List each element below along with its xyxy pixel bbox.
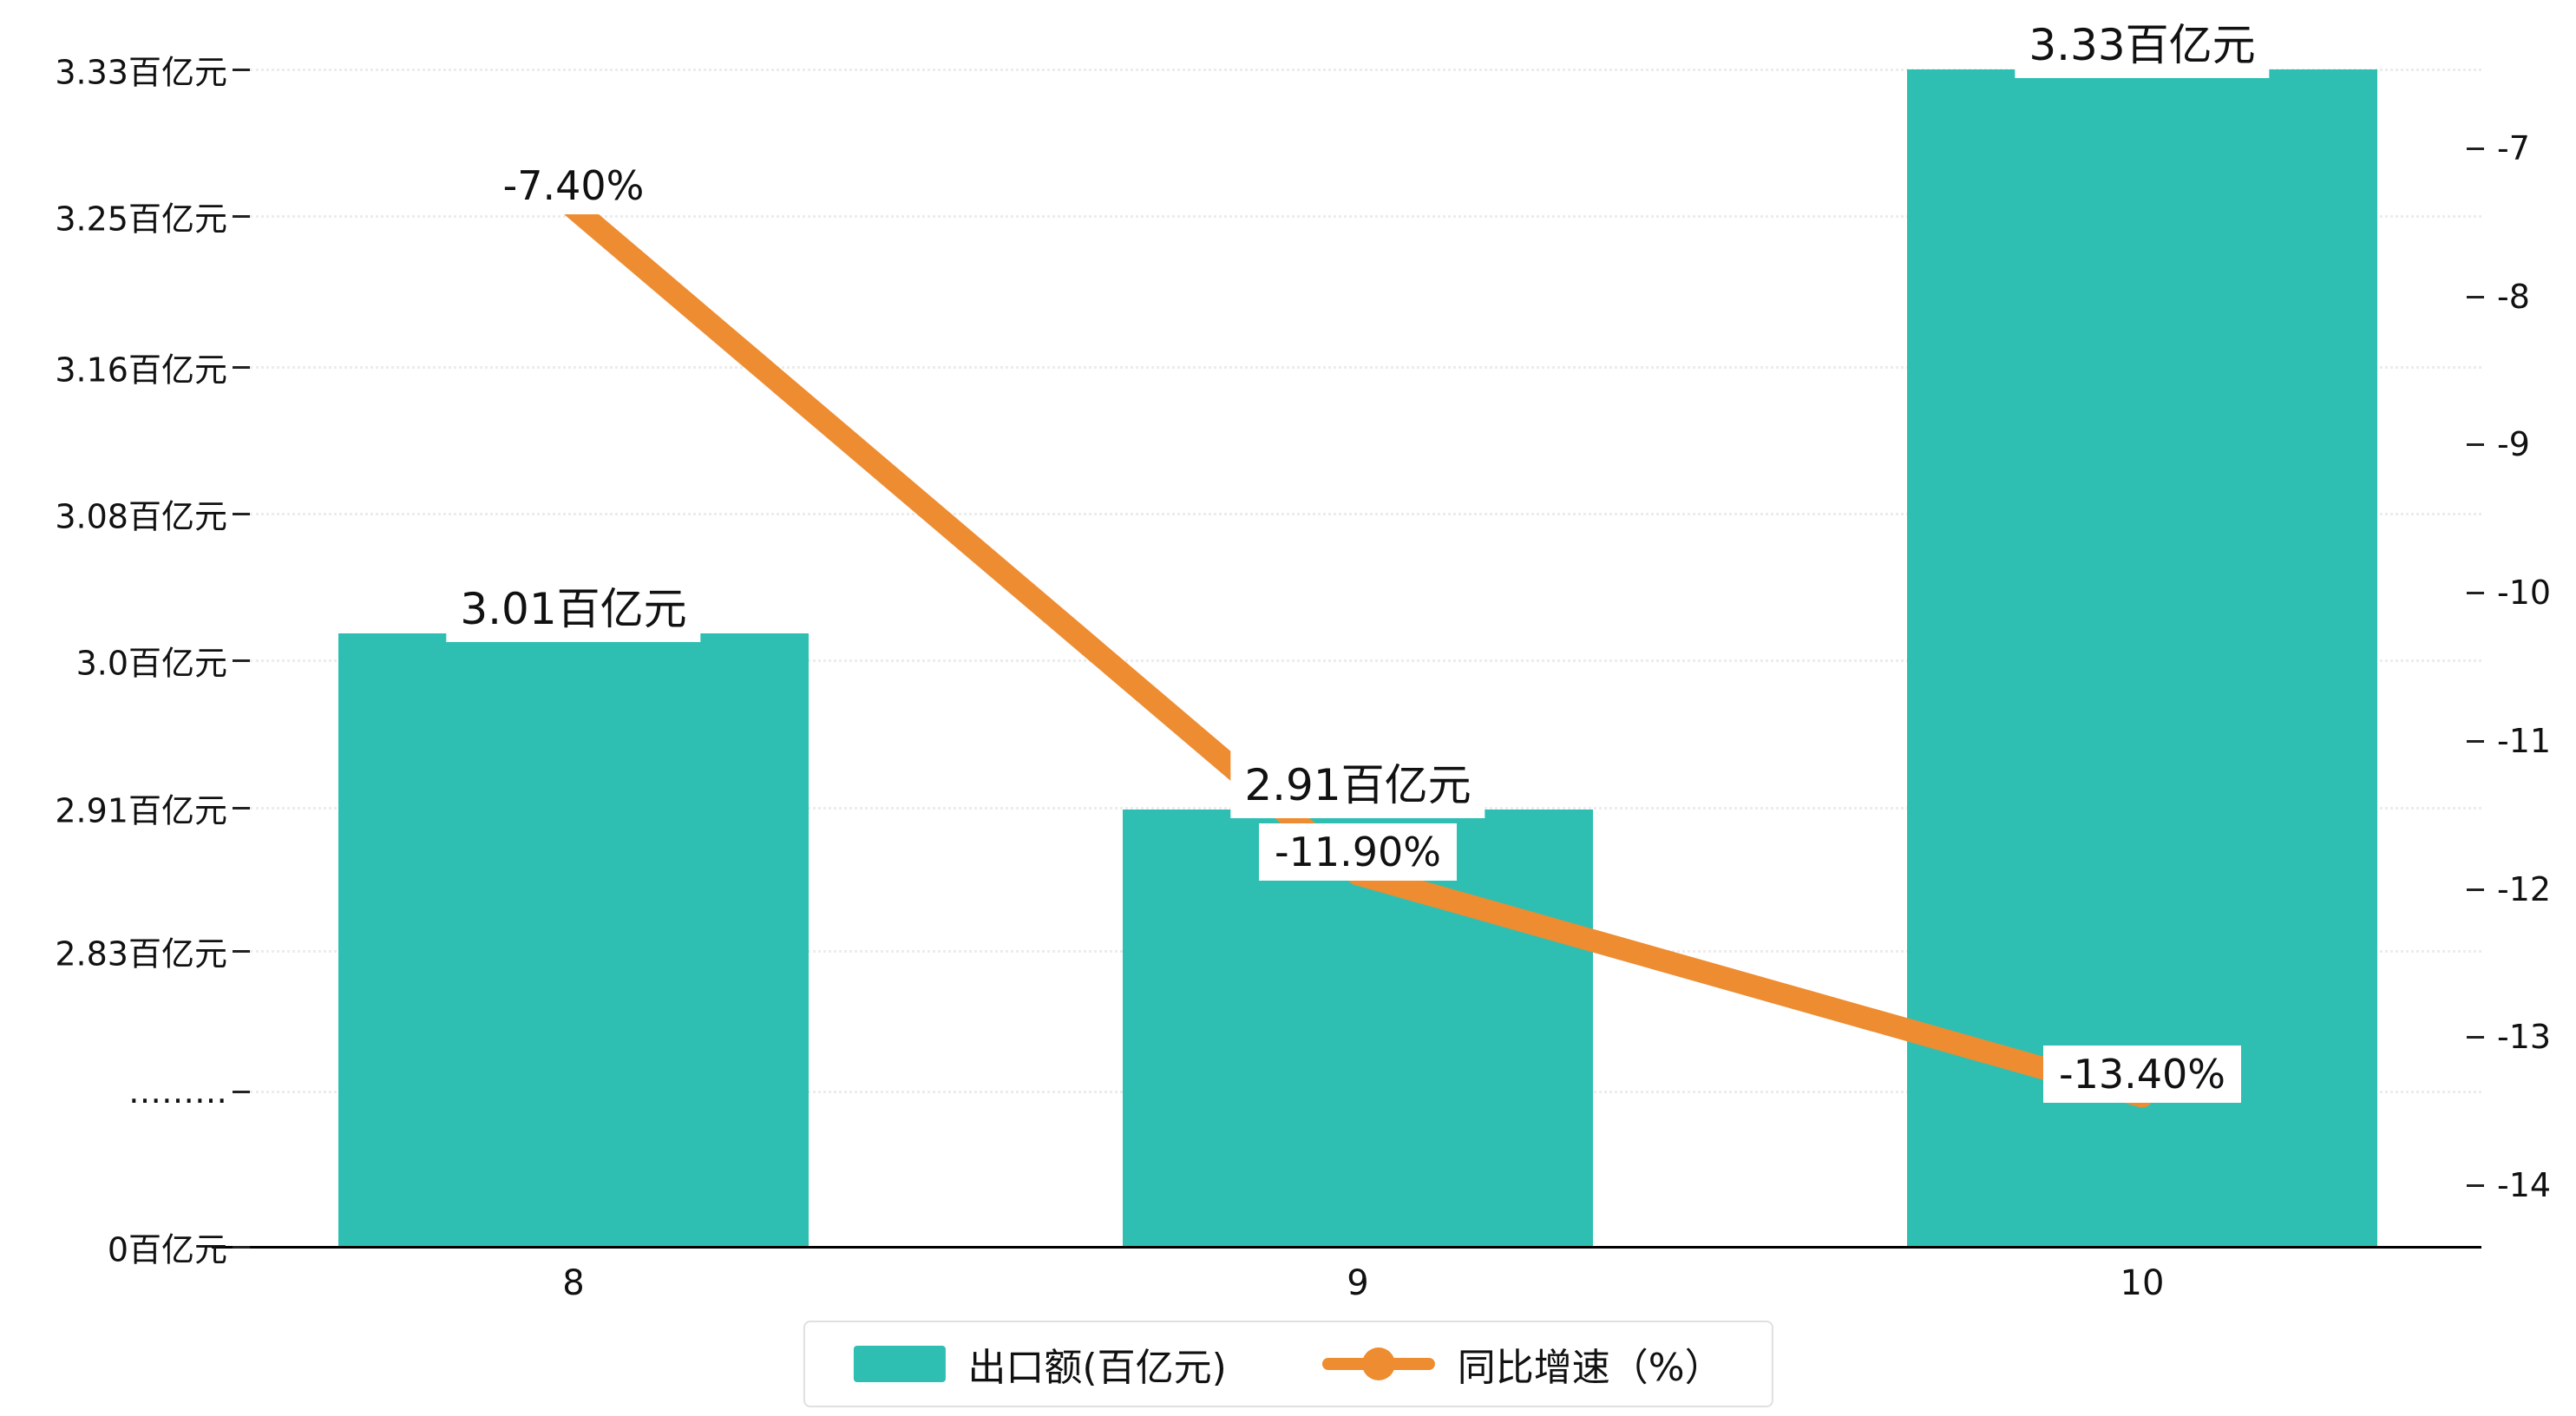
left-axis-tick-label: 3.33百亿元 xyxy=(55,53,227,92)
right-axis-tick-label: -11 xyxy=(2497,721,2552,760)
line-value-label: -11.90% xyxy=(1259,823,1457,882)
left-axis-tick-label: 3.16百亿元 xyxy=(55,351,227,390)
right-axis-tick-label: -14 xyxy=(2497,1165,2552,1204)
left-axis-tick-label: 3.25百亿元 xyxy=(55,200,227,239)
legend-item-growth[interactable]: 同比增速（%） xyxy=(1321,1336,1723,1392)
x-axis-tick-label: 9 xyxy=(1347,1263,1369,1303)
legend-item-export[interactable]: 出口额(百亿元) xyxy=(853,1336,1227,1392)
legend-line-swatch-icon xyxy=(1321,1347,1435,1380)
right-axis-tick-mark xyxy=(2467,443,2484,447)
bar-value-label: 3.33百亿元 xyxy=(2015,5,2270,78)
left-axis-tick-label: 0百亿元 xyxy=(107,1230,227,1269)
right-axis-tick-label: -12 xyxy=(2497,869,2552,908)
gridline xyxy=(250,659,2481,662)
legend-bar-swatch-icon xyxy=(853,1346,946,1382)
left-axis-tick-mark xyxy=(233,807,250,810)
legend-label-growth: 同比增速（%） xyxy=(1457,1346,1723,1390)
gridline xyxy=(250,215,2481,218)
line-value-label: -7.40% xyxy=(487,157,660,215)
right-axis-tick-mark xyxy=(2467,1036,2484,1039)
right-axis-tick-mark xyxy=(2467,148,2484,150)
right-axis-tick-label: -10 xyxy=(2497,574,2552,613)
legend-line-marker-icon xyxy=(1361,1347,1395,1380)
right-axis-tick-mark xyxy=(2467,739,2484,743)
left-axis-tick-mark xyxy=(233,950,250,953)
right-axis-tick-mark xyxy=(2467,295,2484,298)
right-axis-tick-mark xyxy=(2467,888,2484,891)
x-axis-tick-label: 8 xyxy=(562,1263,585,1303)
left-axis-tick-label: ……… xyxy=(128,1072,227,1111)
gridline xyxy=(250,69,2481,71)
right-axis-tick-label: -7 xyxy=(2497,129,2530,167)
gridline xyxy=(250,513,2481,515)
line-value-label: -13.40% xyxy=(2043,1046,2241,1104)
left-axis-tick-mark xyxy=(233,659,250,662)
right-axis-tick-mark xyxy=(2467,1183,2484,1187)
legend-label-export: 出口额(百亿元) xyxy=(967,1346,1227,1390)
left-axis-tick-mark xyxy=(233,215,250,218)
growth-line xyxy=(562,196,2153,1108)
left-axis-tick-mark xyxy=(233,513,250,515)
gridline xyxy=(250,366,2481,369)
left-axis-tick-mark xyxy=(233,366,250,369)
left-axis-tick-mark xyxy=(233,1091,250,1093)
x-axis-line xyxy=(212,1246,2481,1249)
x-axis-tick-label: 10 xyxy=(2120,1263,2165,1303)
bar-value-label: 2.91百亿元 xyxy=(1230,745,1485,819)
right-axis-tick-label: -8 xyxy=(2497,277,2530,316)
bar-month-8 xyxy=(338,633,809,1247)
bar-value-label: 3.01百亿元 xyxy=(446,569,701,643)
left-axis-tick-mark xyxy=(233,69,250,71)
right-axis-tick-label: -9 xyxy=(2497,425,2530,464)
left-axis-tick-label: 2.91百亿元 xyxy=(55,791,227,830)
left-axis-tick-label: 3.0百亿元 xyxy=(75,644,227,683)
left-axis-tick-label: 3.08百亿元 xyxy=(55,497,227,536)
legend: 出口额(百亿元) 同比增速（%） xyxy=(803,1321,1773,1407)
left-axis-tick-label: 2.83百亿元 xyxy=(55,934,227,974)
left-axis-tick-mark xyxy=(233,1246,250,1249)
right-axis-tick-mark xyxy=(2467,592,2484,595)
right-axis-tick-label: -13 xyxy=(2497,1018,2552,1057)
